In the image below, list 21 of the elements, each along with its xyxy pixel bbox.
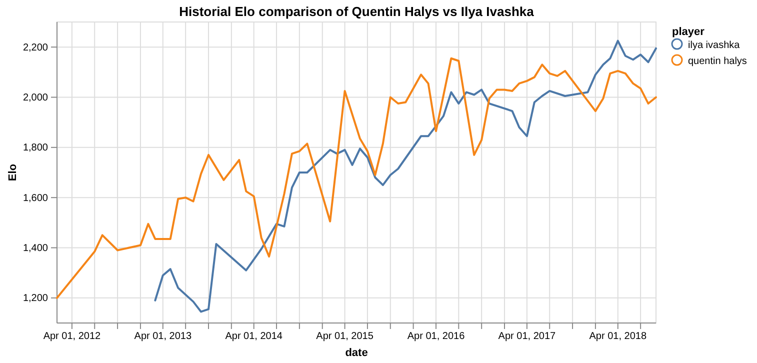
chart-title: Historial Elo comparison of Quentin Halys vs Ilya Ivashka <box>179 4 535 19</box>
y-tick-label: 1,800 <box>22 142 48 154</box>
y-tick-label: 2,000 <box>22 92 48 104</box>
x-tick-label: Apr 01, 2014 <box>225 331 283 342</box>
x-tick-label: Apr 01, 2018 <box>589 331 647 342</box>
legend-label: ilya ivashka <box>688 40 740 51</box>
x-tick-label: Apr 01, 2017 <box>498 331 556 342</box>
y-tick-label: 1,400 <box>22 242 48 254</box>
y-axis-title: Elo <box>7 164 19 182</box>
line-series <box>154 40 657 313</box>
x-tick-label: Apr 01, 2015 <box>316 331 374 342</box>
x-tick-label: Apr 01, 2016 <box>407 331 466 342</box>
y-tick-label: 2,200 <box>22 42 48 54</box>
legend-label: quentin halys <box>688 56 747 67</box>
x-axis-title: date <box>345 347 368 359</box>
y-tick-label: 1,200 <box>22 293 48 304</box>
x-tick-label: Apr 01, 2013 <box>134 331 192 342</box>
line-series <box>56 57 657 299</box>
y-tick-label: 1,600 <box>22 192 48 204</box>
legend-title: player <box>672 26 706 38</box>
x-tick-label: Apr 01, 2012 <box>43 331 102 342</box>
